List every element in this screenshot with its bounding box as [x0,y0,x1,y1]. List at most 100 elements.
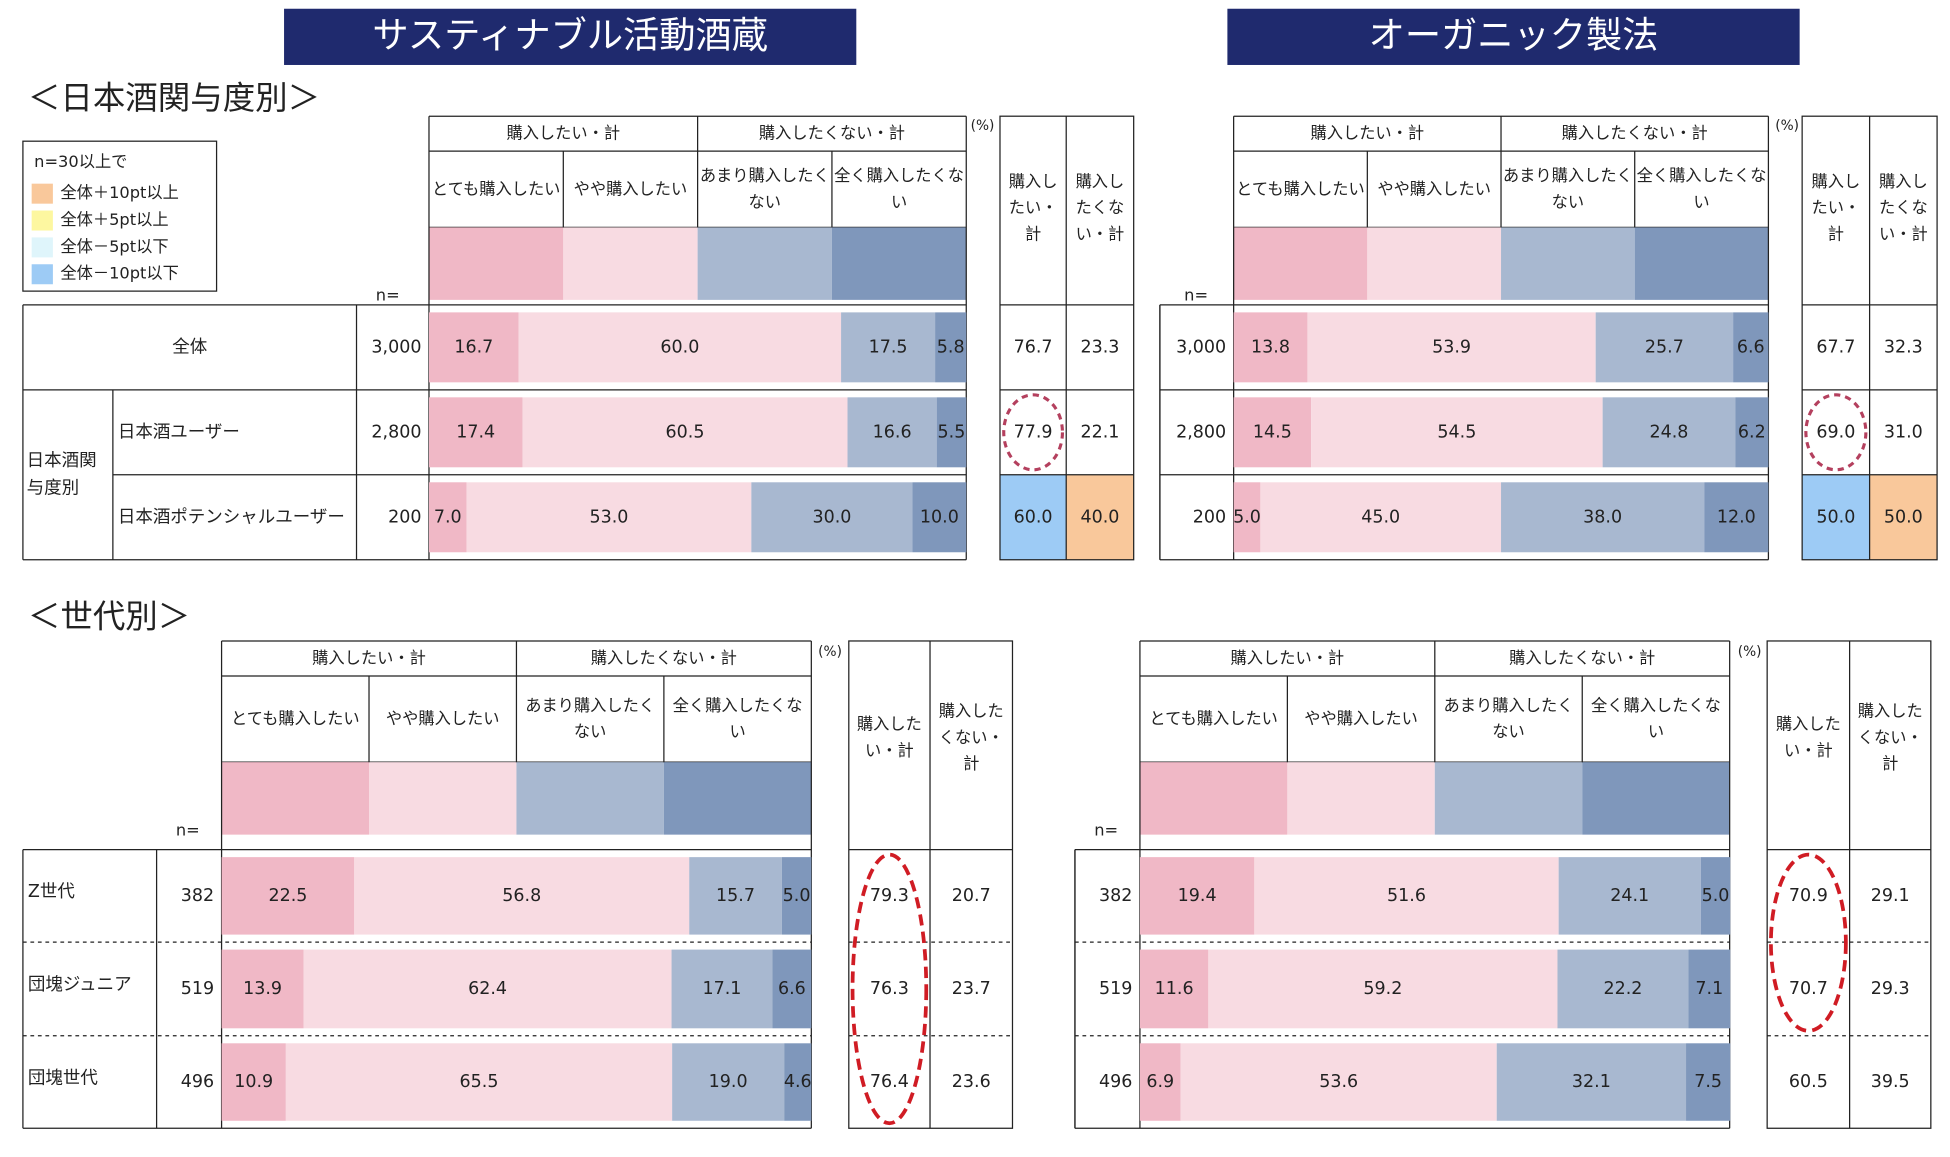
bar-segment [1733,312,1769,383]
bar-label: 32.1 [1572,1072,1611,1092]
bar-label: 13.9 [243,979,282,999]
header-box [1227,8,1800,65]
n-label: n= [1184,286,1208,305]
n-value: 3,000 [1176,337,1226,357]
series-header: とても購入したい [1236,179,1365,198]
n-value: 2,800 [1176,422,1226,442]
section-title: ＜世代別＞ [28,597,190,635]
category-label: 日本酒ポテンシャルユーザー [118,507,345,527]
series-header: とても購入したい [1149,709,1278,728]
bar-label: 62.4 [468,979,507,999]
bar-label: 13.8 [1251,337,1290,357]
bar-label: 51.6 [1387,886,1426,906]
group-header: 購入したくない・計 [1562,123,1708,142]
summary-value: 22.1 [1080,422,1119,442]
summary-header: 購入したくない・計 [939,701,1004,772]
bar-label: 60.5 [666,422,705,442]
series-header: やや購入したい [1304,709,1418,728]
series-swatch [563,227,698,300]
bar-segment [936,397,967,468]
bar-label: 6.2 [1738,422,1766,442]
legend-label: 全体＋10pt以上 [60,183,179,202]
bar-label: 24.1 [1610,886,1649,906]
bar-label: 12.0 [1717,507,1756,527]
unit-label: (%) [818,644,842,660]
group-header: 購入したくない・計 [591,648,737,667]
bar-label: 10.0 [920,507,959,527]
bar-label: 65.5 [460,1072,499,1092]
series-header: 全く購入したくない [1591,695,1721,740]
bar-label: 56.8 [502,886,541,906]
series-swatch [1287,762,1435,835]
category-label: 日本酒ユーザー [118,422,240,442]
unit-label: (%) [1775,118,1799,134]
bar-segment [221,1043,286,1121]
bar-segment [1233,397,1312,468]
bar-label: 5.0 [783,886,811,906]
bar-segment [1602,397,1736,468]
n-value: 496 [1099,1072,1132,1092]
highlight-circle [1002,393,1065,472]
bar-segment [428,312,519,383]
summary-value: 23.6 [952,1072,991,1092]
summary-header: 購入したい・計 [1812,171,1861,242]
unit-label: (%) [1738,644,1762,660]
bar-segment [1595,312,1734,383]
series-header: 全く購入したくない [1637,166,1767,211]
bar-label: 54.5 [1437,422,1476,442]
bar-segment [781,857,812,935]
n-label: n= [1094,820,1118,839]
category-label: 全体 [172,337,207,357]
bar-segment [354,857,690,935]
bar-segment [1558,857,1701,935]
bar-segment [1139,1043,1181,1121]
bar-segment [689,857,782,935]
header-title: サスティナブル活動酒蔵 [372,13,768,56]
bar-label: 11.6 [1155,979,1194,999]
bar-label: 60.0 [660,337,699,357]
bar-segment [1686,1043,1731,1121]
category-label: 団塊世代 [28,1068,98,1088]
highlight-circle [850,852,929,1126]
bar-segment [672,1043,785,1121]
series-swatch [1582,762,1730,835]
bar-segment [285,1043,673,1121]
series-swatch [1501,227,1635,300]
series-swatch [428,227,564,300]
series-swatch [1367,227,1502,300]
highlight-cell [1869,474,1938,560]
bar-segment [1557,949,1689,1029]
bar-label: 6.9 [1146,1072,1174,1092]
bar-segment [1496,1043,1687,1121]
summary-value: 60.0 [1014,507,1053,527]
bar-segment [841,312,936,383]
summary-header: 購入したい・計 [1009,171,1058,242]
series-swatch [1233,227,1368,300]
section-title: ＜日本酒関与度別＞ [28,79,320,117]
series-header: 全く購入したくない [673,695,803,740]
bar-segment [1139,857,1255,935]
bar-label: 24.8 [1649,422,1688,442]
bar-label: 5.0 [1702,886,1730,906]
category-label: 団塊ジュニア [28,975,132,995]
bar-label: 5.0 [1233,507,1261,527]
bar-label: 7.1 [1695,979,1723,999]
bar-label: 16.7 [454,337,493,357]
bar-segment [935,312,967,383]
group-header: 購入したい・計 [312,648,426,667]
bar-label: 16.6 [873,422,912,442]
n-value: 3,000 [371,337,421,357]
group-header: 購入したくない・計 [759,123,905,142]
n-value: 519 [1099,979,1132,999]
bar-label: 5.5 [938,422,966,442]
bar-segment [1260,482,1502,553]
summary-value: 70.9 [1789,886,1828,906]
highlight-cell [999,474,1067,560]
bar-label: 6.6 [778,979,806,999]
legend-title: n=30以上で [34,152,127,171]
bar-label: 45.0 [1361,507,1400,527]
bar-label: 10.9 [234,1072,273,1092]
bar-segment [772,949,812,1029]
summary-value: 76.3 [870,979,909,999]
